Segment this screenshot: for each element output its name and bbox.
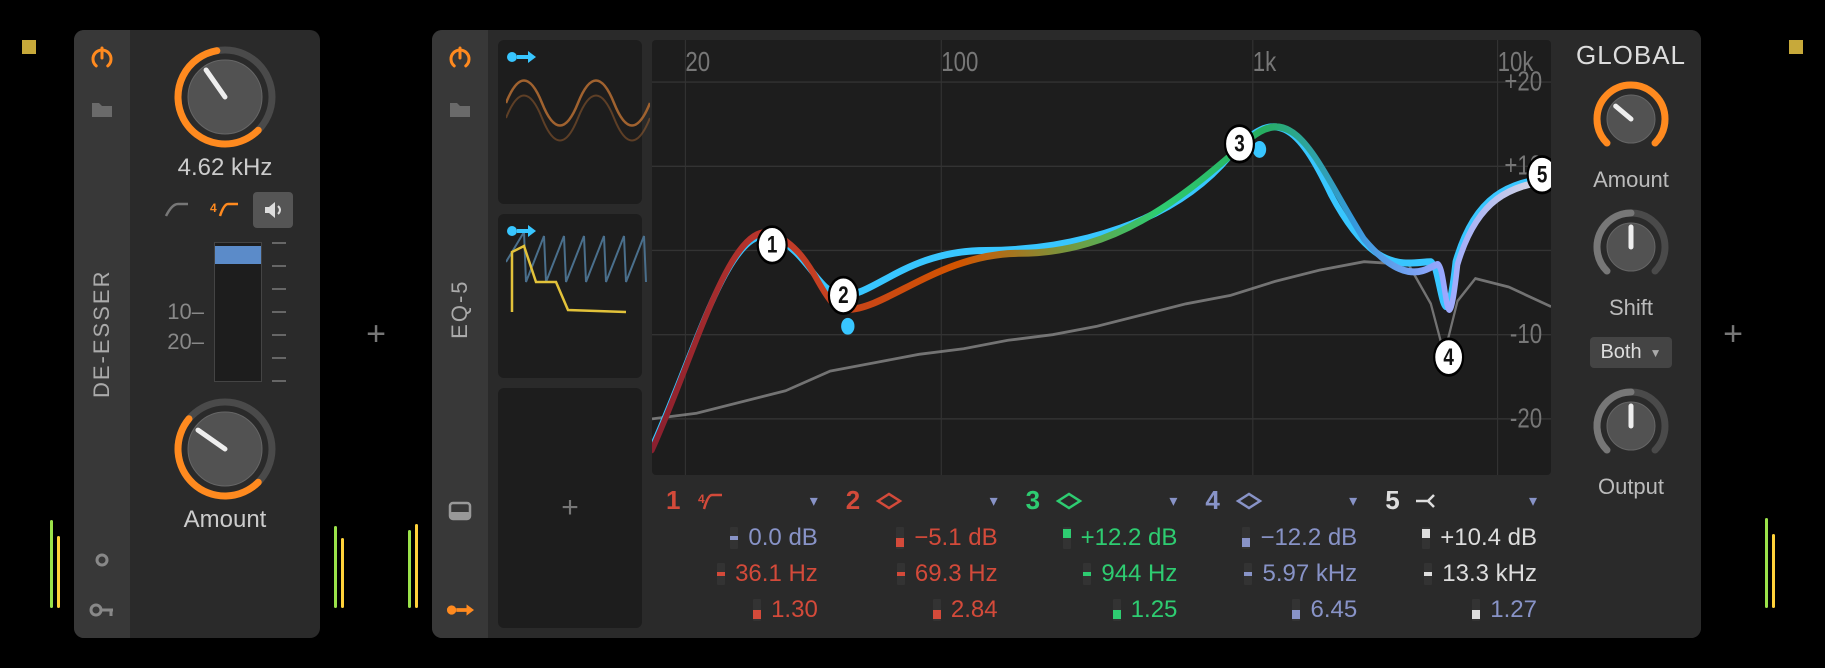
svg-text:-10: -10	[1510, 319, 1542, 350]
channel-select[interactable]: Both▼	[1590, 337, 1671, 368]
band-2-q[interactable]: 2.84	[832, 592, 1012, 628]
band-3-header[interactable]: 3▾	[1012, 481, 1192, 520]
add-preview-button[interactable]: +	[498, 388, 642, 628]
global-output-label: Output	[1598, 474, 1664, 500]
meter-right	[1765, 518, 1775, 608]
meter-mid-r	[408, 518, 418, 608]
global-shift-label: Shift	[1609, 295, 1653, 321]
band-1-freq[interactable]: 36.1 Hz	[652, 556, 832, 592]
svg-text:100: 100	[941, 46, 978, 77]
global-section: GLOBAL Amount Shift Both▼ Output	[1561, 30, 1701, 638]
band-2-gain[interactable]: −5.1 dB	[832, 520, 1012, 556]
global-amount-label: Amount	[1593, 167, 1669, 193]
global-output-knob[interactable]	[1589, 384, 1673, 468]
svg-text:4: 4	[698, 492, 705, 506]
global-shift-knob[interactable]	[1589, 205, 1673, 289]
svg-text:1k: 1k	[1253, 46, 1277, 77]
svg-text:20: 20	[685, 46, 710, 77]
band-2-freq[interactable]: 69.3 Hz	[832, 556, 1012, 592]
mode-slope-button[interactable]	[157, 192, 197, 228]
svg-text:5: 5	[1537, 161, 1548, 188]
band-1-header[interactable]: 14▾	[652, 481, 832, 520]
key-icon[interactable]	[88, 596, 116, 624]
band-4-freq[interactable]: 5.97 kHz	[1191, 556, 1371, 592]
mode-notch-button[interactable]: 4	[205, 192, 245, 228]
svg-text:2: 2	[838, 282, 849, 309]
global-amount-knob[interactable]	[1589, 77, 1673, 161]
band-5-q[interactable]: 1.27	[1371, 592, 1551, 628]
deesser-panel: DE-ESSER 4.62 kHz 4 10–20– Amount	[74, 30, 320, 638]
band-5-header[interactable]: 5▾	[1371, 481, 1551, 520]
meter-left	[50, 518, 60, 608]
link-dot-icon[interactable]	[88, 546, 116, 574]
band-5-gain[interactable]: +10.4 dB	[1371, 520, 1551, 556]
band-1-q[interactable]: 1.30	[652, 592, 832, 628]
reduction-slider[interactable]	[214, 242, 262, 382]
freq-readout: 4.62 kHz	[178, 154, 273, 182]
add-device-button[interactable]: +	[1723, 315, 1743, 354]
folder-icon[interactable]	[88, 94, 116, 122]
eq-graph[interactable]: 201001k10k+20+10-10-2012345	[652, 40, 1551, 475]
eq-panel: EQ-5 + 201001k10k+20+10-10-2012345 14▾2▾…	[432, 30, 1701, 638]
route-icon[interactable]	[446, 596, 474, 624]
deesser-title: DE-ESSER	[89, 144, 115, 524]
band-3-freq[interactable]: 944 Hz	[1012, 556, 1192, 592]
mode-solo-button[interactable]	[253, 192, 293, 228]
svg-text:-20: -20	[1510, 403, 1542, 434]
power-icon[interactable]	[446, 44, 474, 72]
preview-sine[interactable]	[498, 40, 642, 204]
svg-text:4: 4	[210, 201, 217, 215]
svg-text:+20: +20	[1504, 66, 1542, 97]
eq-title: EQ-5	[447, 144, 473, 475]
band-5-freq[interactable]: 13.3 kHz	[1371, 556, 1551, 592]
meter-mid-l	[334, 518, 344, 608]
marker-right	[1789, 40, 1803, 54]
window-icon[interactable]	[446, 497, 474, 525]
band-4-q[interactable]: 6.45	[1191, 592, 1371, 628]
marker-left	[22, 40, 36, 54]
svg-text:1: 1	[767, 232, 778, 259]
svg-text:4: 4	[1443, 344, 1454, 371]
band-4-header[interactable]: 4▾	[1191, 481, 1371, 520]
freq-knob[interactable]	[170, 42, 280, 152]
folder-icon[interactable]	[446, 94, 474, 122]
band-3-gain[interactable]: +12.2 dB	[1012, 520, 1192, 556]
band-1-gain[interactable]: 0.0 dB	[652, 520, 832, 556]
global-title: GLOBAL	[1576, 40, 1686, 71]
band-3-q[interactable]: 1.25	[1012, 592, 1192, 628]
amount-knob[interactable]	[170, 394, 280, 504]
power-icon[interactable]	[88, 44, 116, 72]
amount-label: Amount	[184, 506, 267, 534]
preview-saw[interactable]	[498, 214, 642, 378]
add-device-button[interactable]: +	[366, 315, 386, 354]
band-2-header[interactable]: 2▾	[832, 481, 1012, 520]
svg-text:3: 3	[1234, 131, 1245, 158]
band-4-gain[interactable]: −12.2 dB	[1191, 520, 1371, 556]
